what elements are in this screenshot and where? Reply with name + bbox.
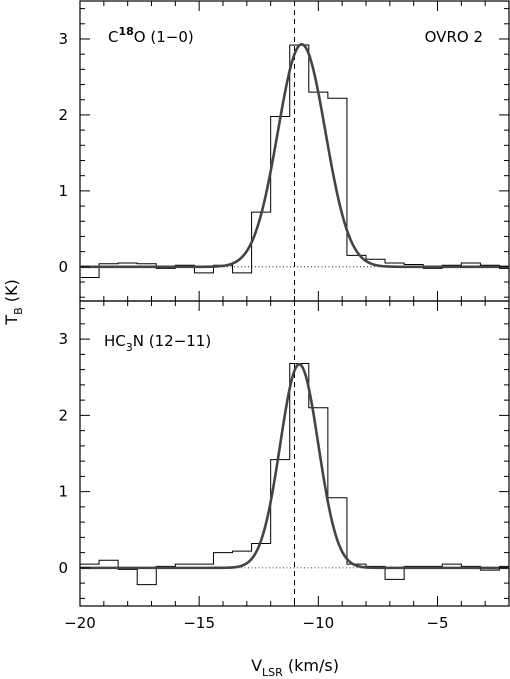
panel-c18o: 0 1 2 3 C18O (1−0) OVRO 2 (58, 0, 510, 302)
y-tick-label: 0 (58, 258, 68, 276)
x-axis-title-sub: LSR (262, 666, 283, 679)
hc3n-label-sub: 3 (126, 341, 133, 354)
panel-hc3n-x-ticks (79, 301, 510, 606)
panel-c18o-spectrum-histogram (80, 44, 509, 278)
hc3n-label-rest: N (12−11) (133, 332, 211, 350)
panel-hc3n-line-label: HC3N (12−11) (104, 332, 211, 354)
y-tick-label: 2 (58, 406, 68, 424)
x-axis-title: VLSR (km/s) (251, 656, 339, 679)
y-tick-label: 1 (58, 182, 68, 200)
x-axis-title-unit: (km/s) (283, 656, 339, 675)
panel-c18o-line-label: C18O (1−0) (108, 25, 194, 46)
y-tick-label: 1 (58, 483, 68, 501)
y-tick-label: 0 (58, 559, 68, 577)
x-tick-label: −5 (426, 614, 448, 632)
panel-c18o-gaussian-fit (80, 42, 509, 269)
x-axis-title-main: V (251, 656, 262, 675)
panel-hc3n-y-ticks: 0 1 2 3 (58, 308, 509, 599)
x-tick-labels: −20 −15 −10 −5 (64, 614, 448, 632)
field-label: OVRO 2 (425, 28, 483, 46)
x-tick-label: −10 (303, 614, 335, 632)
panel-c18o-y-ticks: 0 1 2 3 (58, 8, 509, 298)
c18o-label-prefix: C (108, 28, 118, 46)
panel-c18o-x-ticks (79, 1, 510, 301)
x-tick-label: −20 (64, 614, 96, 632)
hc3n-label-prefix: HC (104, 332, 126, 350)
x-tick-label: −15 (183, 614, 215, 632)
c18o-label-sup: 18 (118, 25, 133, 38)
panel-hc3n-gaussian-fit (80, 362, 509, 570)
y-tick-label: 3 (58, 330, 68, 348)
y-axis-title-main: T (2, 315, 21, 326)
y-axis-title: TB (K) (2, 279, 25, 325)
y-axis-title-unit: (K) (2, 279, 21, 307)
y-axis-title-sub: B (12, 307, 25, 315)
c18o-label-rest: O (1−0) (134, 28, 194, 46)
y-tick-label: 3 (58, 30, 68, 48)
y-tick-label: 2 (58, 106, 68, 124)
